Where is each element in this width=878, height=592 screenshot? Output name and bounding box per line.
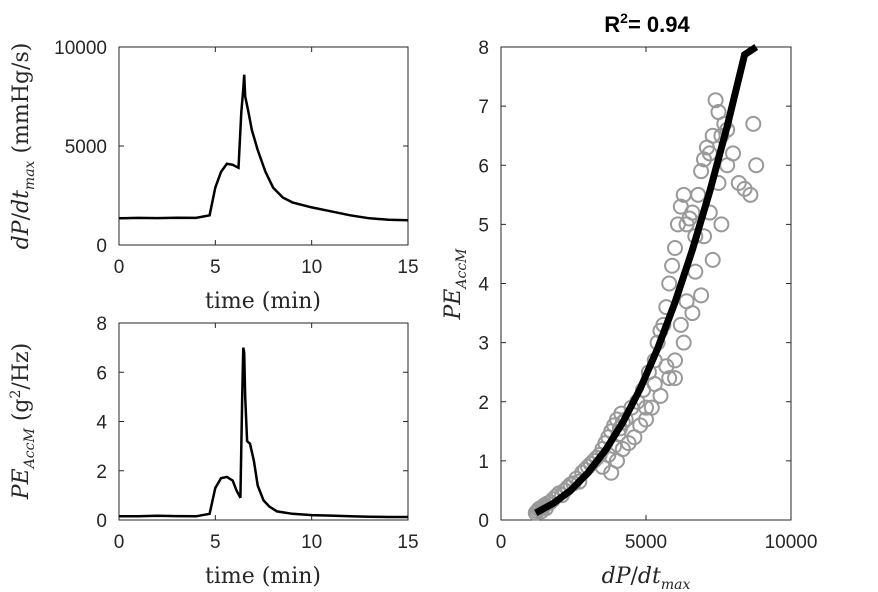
scatter-point xyxy=(672,316,689,333)
scatter-point xyxy=(643,399,660,416)
xtick-label: 10 xyxy=(301,532,322,553)
scatter-point xyxy=(707,92,724,109)
xtick-label: 5 xyxy=(210,257,221,278)
ytick-label: 4 xyxy=(478,275,489,296)
chart-title: R2= 0.94 xyxy=(604,10,690,37)
ytick-label: 1 xyxy=(478,452,489,473)
ylabel-top-left: dP/dtmax (mmHg/s) xyxy=(9,43,38,250)
scatter-point xyxy=(661,275,678,292)
scatter-point xyxy=(748,157,765,174)
ylabel-bottom-left: PEAccM (g2/Hz) xyxy=(8,343,38,500)
xtick-label: 10000 xyxy=(765,532,818,553)
scatter-point xyxy=(638,399,654,416)
scatter-point xyxy=(736,180,753,197)
panel-right-scatter: 0 5000 10000 0 1 2 3 4 5 6 7 8 R2= 0.94 dP/dtmax PE… xyxy=(441,10,817,592)
ytick-label: 2 xyxy=(478,393,489,414)
axes-box-right xyxy=(500,46,792,521)
xtick-label: 0 xyxy=(114,257,125,278)
scatter-point xyxy=(632,417,649,434)
ytick-label: 8 xyxy=(96,314,107,335)
fit-curve xyxy=(534,44,759,516)
ytick-label: 0 xyxy=(478,511,489,532)
scatter-point xyxy=(719,157,736,174)
ytick-label: 7 xyxy=(478,97,489,118)
scatter-point xyxy=(693,287,710,304)
scatter-point xyxy=(742,186,759,203)
panel-bottom-left: 0 5 10 15 0 2 4 6 8 time (min) PEAccM (g2/Hz) xyxy=(8,314,419,589)
scatter-point xyxy=(745,115,762,132)
scatter-point xyxy=(690,186,707,203)
axes-box-top-left xyxy=(118,46,409,246)
scatter-point xyxy=(704,127,721,144)
scatter-point xyxy=(661,370,678,387)
tick-group-right: 0 5000 10000 0 1 2 3 4 5 6 7 8 xyxy=(478,38,817,553)
scatter-point xyxy=(667,240,683,257)
ytick-label: 0 xyxy=(96,511,107,532)
tick-group-top-left: 0 5 10 15 0 5000 10000 xyxy=(54,38,418,278)
scatter-points xyxy=(527,92,765,521)
scatter-point xyxy=(664,257,681,274)
scatter-point xyxy=(730,174,747,191)
panel-top-left: 0 5 10 15 0 5000 10000 time (min) dP/dtmax (mm… xyxy=(9,38,419,314)
scatter-point xyxy=(652,387,669,404)
scatter-point xyxy=(667,370,683,387)
series-line-dpdt xyxy=(118,74,409,222)
scatter-point xyxy=(667,352,683,369)
ytick-label: 10000 xyxy=(54,38,107,59)
ytick-label: 0 xyxy=(96,236,107,257)
ytick-label: 6 xyxy=(96,363,107,384)
xtick-label: 15 xyxy=(397,532,418,553)
scatter-point xyxy=(620,435,637,452)
xlabel-bottom-left: time (min) xyxy=(205,564,321,589)
xtick-label: 15 xyxy=(397,257,418,278)
xtick-label: 10 xyxy=(301,257,322,278)
xlabel-top-left: time (min) xyxy=(205,289,321,314)
ytick-label: 5 xyxy=(478,215,489,236)
scatter-point xyxy=(684,204,701,221)
scatter-point xyxy=(704,251,721,268)
xlabel-right: dP/dtmax xyxy=(602,564,691,592)
xtick-label: 5 xyxy=(210,532,221,553)
ylabel-right: PEAccM xyxy=(441,248,470,321)
xtick-label: 0 xyxy=(114,532,125,553)
ytick-label: 8 xyxy=(478,38,489,59)
scatter-point xyxy=(693,163,710,180)
series-line-peaccm xyxy=(119,347,408,519)
ytick-label: 2 xyxy=(96,462,107,483)
axes-box-bottom-left xyxy=(118,322,409,521)
xtick-label: 0 xyxy=(496,532,507,553)
scatter-point xyxy=(675,334,692,351)
ytick-label: 4 xyxy=(96,413,107,434)
ytick-label: 6 xyxy=(478,156,489,177)
xtick-label: 5000 xyxy=(625,532,667,553)
scatter-point xyxy=(713,216,730,233)
scatter-point xyxy=(678,293,695,310)
scatter-point xyxy=(614,441,631,458)
ytick-label: 3 xyxy=(478,334,489,355)
ytick-label: 5000 xyxy=(65,137,107,158)
